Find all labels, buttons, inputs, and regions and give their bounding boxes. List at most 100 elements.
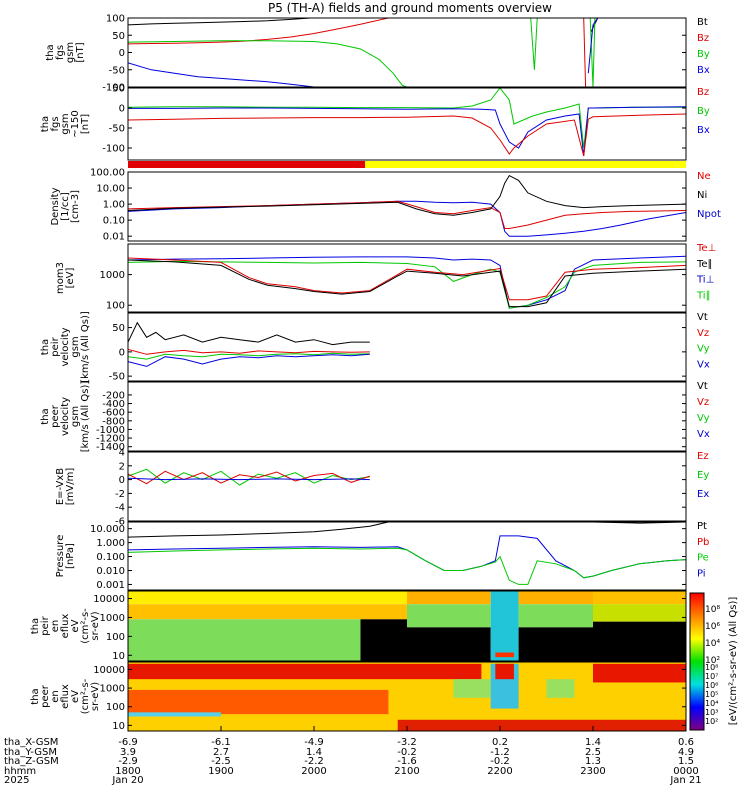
colorbar-tick-lower: 10⁸ — [705, 663, 718, 672]
xtick-label: Jan 20 — [111, 775, 143, 786]
heatmap-cell-8 — [546, 679, 575, 698]
series-Ni — [128, 174, 686, 216]
ytick-label: -6 — [115, 517, 125, 528]
ytick-label: 0.100 — [96, 552, 125, 563]
ytick-label: 0.010 — [96, 566, 125, 577]
series-Pi — [128, 535, 686, 579]
legend-Npot: Npot — [697, 209, 721, 220]
heatmap-cell-9 — [518, 591, 593, 605]
ylabel-line: peir — [40, 615, 51, 635]
ylabel-line: fgs — [55, 45, 66, 60]
legend-By: By — [697, 49, 710, 60]
panel-peer_spec: 10000 1000 100 10 tha peer en eflux eV (cm²-s-sr-… — [30, 661, 687, 732]
frame-efield — [127, 451, 687, 522]
ylabel-line: [nT] — [75, 42, 86, 62]
xtick-label: -4.9 — [304, 737, 324, 748]
ylabel-line: [nPa] — [65, 543, 76, 569]
series-Ex — [128, 477, 370, 481]
ytick-label: 1.000 — [96, 538, 125, 549]
heatmap-cell-12 — [593, 591, 686, 605]
ylabel-line: mom3 — [55, 262, 66, 294]
legend-By: By — [697, 106, 710, 117]
mode-bar — [128, 161, 686, 168]
ytick-label: 10000 — [93, 665, 125, 676]
colorbar-tick-lower: 10² — [705, 717, 718, 726]
series-Vz — [128, 348, 370, 355]
panel-peir_velocity: 50 0 -50 tha peir velocity gsm [km/s (All Qs)] V… — [40, 311, 710, 383]
series-Ti⊥ — [128, 255, 686, 309]
ytick-label: 1000 — [100, 270, 125, 281]
frame-temperature — [127, 243, 687, 313]
ylabel-line: fgs — [50, 116, 61, 131]
ylabel-line: (cm²-s- — [80, 608, 91, 644]
legend-Vz: Vz — [697, 397, 709, 408]
ytick-label: -1400 — [96, 442, 125, 453]
mode-bar-seg-1 — [365, 161, 686, 168]
series-Bz — [128, 18, 587, 87]
xtick-label: 1.5 — [678, 756, 694, 767]
xtick-label: -1.6 — [397, 756, 417, 767]
xtick-label: 2000 — [301, 766, 326, 777]
lines-pressure — [128, 522, 686, 585]
ytick-label: -50 — [109, 124, 125, 135]
ytick-label: 0.10 — [103, 216, 125, 227]
ylabel-line: eflux — [60, 684, 71, 709]
ylabel-line: sr-eV) — [90, 682, 101, 711]
axis-row-label: tha_Z-GSM — [4, 756, 59, 767]
ylabel-line: gsm — [70, 336, 81, 357]
heatmap-cell-5 — [407, 604, 491, 628]
heatmap-cell-8 — [495, 652, 514, 658]
legend-Ne: Ne — [697, 171, 711, 182]
frame-fgs_zoom — [127, 87, 687, 161]
heatmap-cell-0 — [128, 591, 407, 605]
mode-bar-seg-0 — [128, 161, 366, 168]
series-Vy — [128, 352, 370, 360]
heatmap-cell-10 — [518, 604, 593, 628]
ytick-label: 10 — [112, 651, 125, 662]
ytick-label: 100.00 — [90, 168, 125, 179]
ytick-label: -1000 — [96, 425, 125, 436]
ylabel-line: velocity — [60, 327, 71, 366]
colorbar-tick-lower: 10⁴ — [705, 699, 718, 708]
frame-peer_velocity — [127, 381, 687, 452]
ylabel-line: Pressure — [55, 535, 66, 578]
legend-Te⊥: Te⊥ — [696, 243, 716, 254]
series-Bt — [128, 18, 603, 33]
ytick-label: -100 — [102, 144, 125, 155]
ytick-label: 1.00 — [103, 200, 125, 211]
ylabel-line: gsm — [65, 42, 76, 63]
xtick-label: 3.9 — [120, 747, 136, 758]
ylabel-line: gsm — [60, 113, 71, 134]
lines-fgs — [128, 18, 603, 87]
xtick-label: -1.2 — [490, 747, 510, 758]
panel-temperature: 1000 100 mom3 [eV] Te⊥ Te∥ Ti⊥ Ti∥ — [55, 243, 716, 313]
heatmap-cell-14 — [593, 621, 686, 661]
colorbar-tick-lower: 10⁵ — [705, 690, 718, 699]
series-Ez — [128, 470, 370, 485]
ytick-label: -200 — [102, 390, 125, 401]
heatmap-cell-1 — [128, 663, 482, 680]
colorbar-tick: 10⁸ — [705, 605, 720, 615]
heatmap-cell-9 — [593, 663, 686, 683]
ytick-label: 1000 — [100, 613, 125, 624]
legend-Pb: Pb — [697, 537, 709, 548]
ytick-label: -2 — [115, 489, 125, 500]
ytick-label: -800 — [102, 416, 125, 427]
ylabel-line: peir — [50, 336, 61, 356]
ytick-label: 0 — [119, 48, 125, 59]
ytick-label: 0 — [119, 104, 125, 115]
colorbar-rect — [689, 592, 705, 731]
ytick-label: 10.00 — [96, 184, 125, 195]
ylabel-line: (cm²-s- — [80, 678, 91, 714]
ytick-label: -600 — [102, 408, 125, 419]
xtick-label: -6.9 — [118, 737, 138, 748]
legend-Vy: Vy — [697, 413, 710, 424]
ytick-label: 100 — [106, 14, 125, 25]
ylabel-line: sr-eV) — [90, 611, 101, 640]
ylabel-line: tha — [30, 688, 41, 704]
xtick-label: 0000 — [673, 766, 698, 777]
xtick-label: 2.5 — [585, 747, 601, 758]
xtick-label: 1.4 — [585, 737, 601, 748]
